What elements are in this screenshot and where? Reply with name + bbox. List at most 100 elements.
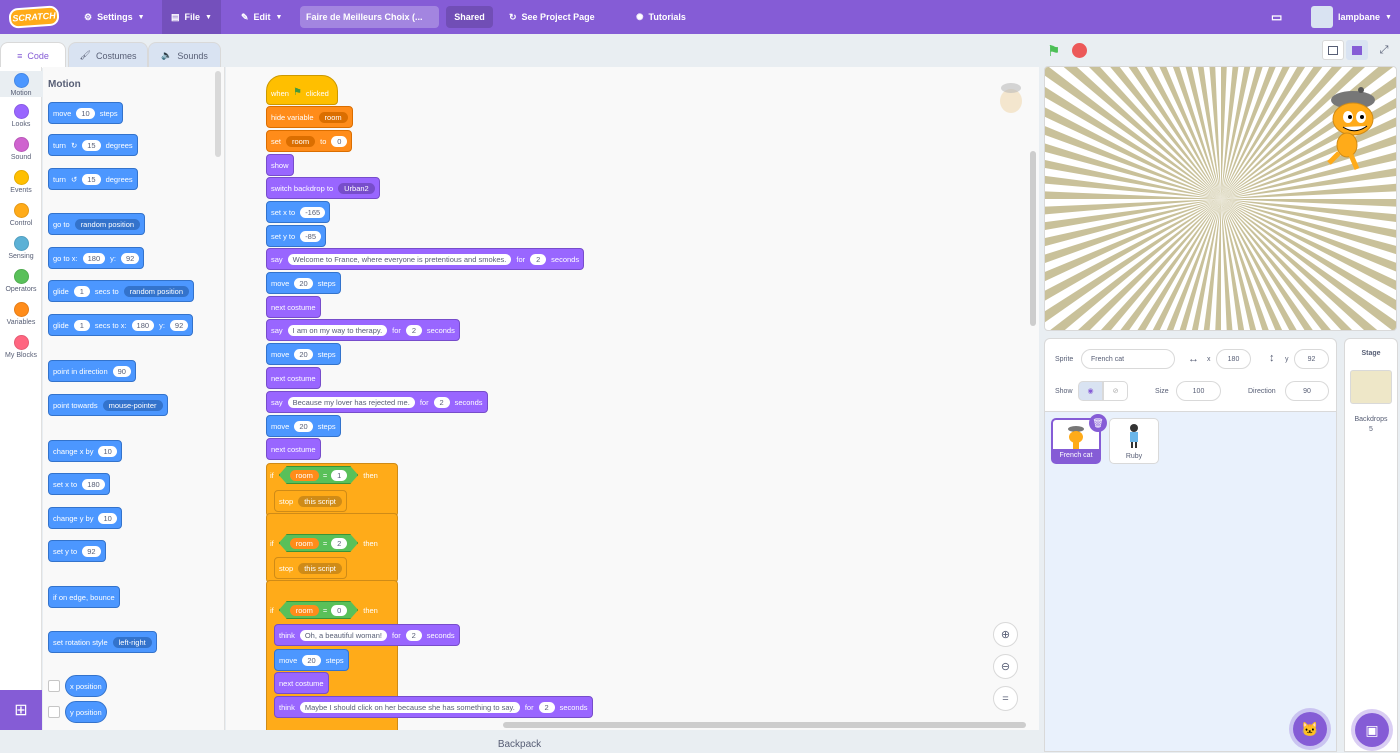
stop-block[interactable]: stop this script (274, 490, 347, 512)
french-cat-sprite[interactable] (1317, 83, 1387, 173)
show-block[interactable]: show (266, 154, 294, 176)
block-input[interactable]: 180 (131, 319, 155, 331)
category-control[interactable]: Control (0, 203, 42, 227)
switch-backdrop-block[interactable]: switch backdrop to Urban2 (266, 177, 380, 199)
change-x-block[interactable]: change x by 10 (48, 440, 122, 462)
move-steps-block[interactable]: move 20 steps (266, 272, 341, 294)
stage-canvas[interactable] (1044, 66, 1397, 331)
stage-thumbnail[interactable] (1350, 370, 1392, 404)
stop-block[interactable]: stop this script (274, 557, 347, 579)
my-stuff-folder-icon[interactable]: ▭ (1271, 10, 1283, 24)
variable-reporter[interactable]: room (290, 538, 319, 549)
block-input[interactable]: Maybe I should click on her because she … (299, 701, 520, 713)
y-position-reporter[interactable]: y position (65, 701, 107, 723)
when-flag-clicked-block[interactable]: when ⚑ clicked (266, 75, 338, 105)
say-for-secs-block[interactable]: say I am on my way to therapy. for 2 sec… (266, 319, 460, 341)
rotation-style-block[interactable]: set rotation style left-right (48, 631, 157, 653)
direction-input[interactable]: 90 (1285, 381, 1329, 401)
block-input[interactable]: 15 (82, 139, 101, 151)
block-input[interactable]: -85 (300, 230, 322, 242)
block-dropdown[interactable]: room (286, 135, 316, 147)
add-extension-button[interactable]: ⊞ (0, 690, 42, 730)
x-input[interactable]: 180 (1216, 349, 1251, 369)
y-input[interactable]: 92 (1294, 349, 1329, 369)
say-for-secs-block[interactable]: say Because my lover has rejected me. fo… (266, 391, 488, 413)
point-towards-block[interactable]: point towards mouse-pointer (48, 394, 168, 416)
block-input[interactable]: 10 (98, 445, 117, 457)
block-input[interactable]: 0 (331, 135, 348, 147)
see-project-page-button[interactable]: ↻ See Project Page (509, 0, 595, 34)
block-input[interactable]: 92 (120, 252, 140, 264)
block-dropdown[interactable]: room (318, 111, 348, 123)
block-dropdown[interactable]: random position (74, 218, 141, 230)
stage-target-panel[interactable]: Stage Backdrops 5 ▣ (1344, 338, 1398, 752)
edit-menu[interactable]: ✎ Edit ▼ (241, 0, 282, 34)
green-flag-button[interactable]: ⚑ (1047, 42, 1060, 60)
zoom-in-button[interactable]: ⊕ (993, 622, 1018, 647)
script-horizontal-scrollbar[interactable] (503, 722, 1026, 728)
project-title-input[interactable]: Faire de Meilleurs Choix (... (300, 6, 439, 28)
account-menu[interactable]: lampbane ▼ (1311, 0, 1392, 34)
bounce-block[interactable]: if on edge, bounce (48, 586, 120, 608)
hide-variable-block[interactable]: hide variable room (266, 106, 353, 128)
glide-random-block[interactable]: glide 1 secs to random position (48, 280, 194, 302)
delete-sprite-button[interactable]: 🗑 (1089, 414, 1107, 432)
scratch-logo[interactable]: SCRATCH (8, 5, 60, 29)
block-input[interactable]: 20 (294, 348, 313, 360)
go-to-block[interactable]: go to random position (48, 213, 146, 235)
say-for-secs-block[interactable]: say Welcome to France, where everyone is… (266, 248, 585, 270)
block-input[interactable]: 90 (112, 365, 131, 377)
shared-button[interactable]: Shared (446, 6, 493, 28)
x-position-reporter[interactable]: x position (65, 675, 107, 697)
change-y-block[interactable]: change y by 10 (48, 507, 122, 529)
x-position-checkbox[interactable] (48, 680, 60, 692)
zoom-reset-button[interactable]: = (993, 686, 1018, 711)
equals-block[interactable]: room = 2 (279, 534, 358, 552)
category-sound[interactable]: Sound (0, 137, 42, 161)
block-input[interactable]: 2 (331, 538, 347, 549)
script-vertical-scrollbar[interactable] (1030, 151, 1036, 326)
tutorials-button[interactable]: ✺ Tutorials (636, 0, 686, 34)
block-input[interactable]: Because my lover has rejected me. (287, 396, 415, 408)
equals-block[interactable]: room = 0 (279, 601, 358, 619)
point-in-direction-block[interactable]: point in direction 90 (48, 360, 136, 382)
block-input[interactable]: 92 (82, 545, 101, 557)
show-hidden-button[interactable]: ⊘ (1103, 381, 1128, 401)
zoom-out-button[interactable]: ⊖ (993, 654, 1018, 679)
block-input[interactable]: 0 (331, 605, 347, 616)
turn-left-block[interactable]: turn ↺ 15 degrees (48, 168, 138, 190)
variable-reporter[interactable]: room (290, 605, 319, 616)
block-input[interactable]: 2 (530, 253, 547, 265)
tab-costumes[interactable]: 🖌 Costumes (68, 42, 148, 68)
glide-xy-block[interactable]: glide 1 secs to x: 180 y: 92 (48, 314, 194, 336)
script-area[interactable]: when ⚑ clicked hide variable room set ro… (226, 67, 1039, 730)
tab-sounds[interactable]: 🔈 Sounds (148, 42, 221, 68)
block-dropdown[interactable]: Urban2 (338, 182, 375, 194)
think-for-secs-block[interactable]: think Maybe I should click on her becaus… (274, 696, 593, 718)
settings-menu[interactable]: ⚙ Settings ▼ (84, 0, 145, 34)
block-input[interactable]: 180 (82, 252, 106, 264)
move-steps-block[interactable]: move 20 steps (266, 415, 341, 437)
set-variable-block[interactable]: set room to 0 (266, 130, 353, 152)
size-input[interactable]: 100 (1176, 381, 1221, 401)
block-input[interactable]: 20 (294, 277, 313, 289)
set-y-block[interactable]: set y to -85 (266, 225, 327, 247)
block-input[interactable]: 1 (331, 470, 347, 481)
category-sensing[interactable]: Sensing (0, 236, 42, 260)
block-dropdown[interactable]: random position (123, 285, 189, 297)
category-variables[interactable]: Variables (0, 302, 42, 326)
block-dropdown[interactable]: left-right (112, 636, 152, 648)
block-input[interactable]: 92 (169, 319, 189, 331)
next-costume-block[interactable]: next costume (266, 438, 321, 460)
next-costume-block[interactable]: next costume (266, 367, 321, 389)
category-looks[interactable]: Looks (0, 104, 42, 128)
block-input[interactable]: Oh, a beautiful woman! (299, 629, 387, 641)
sprite-thumb-ruby[interactable]: Ruby (1109, 418, 1159, 464)
block-input[interactable]: 10 (98, 512, 117, 524)
show-visible-button[interactable]: ◉ (1078, 381, 1103, 401)
think-for-secs-block[interactable]: think Oh, a beautiful woman! for 2 secon… (274, 624, 460, 646)
block-input[interactable]: 2 (538, 701, 555, 713)
normal-stage-button[interactable] (1346, 40, 1368, 60)
block-input[interactable]: 2 (405, 324, 422, 336)
block-input[interactable]: I am on my way to therapy. (287, 324, 388, 336)
